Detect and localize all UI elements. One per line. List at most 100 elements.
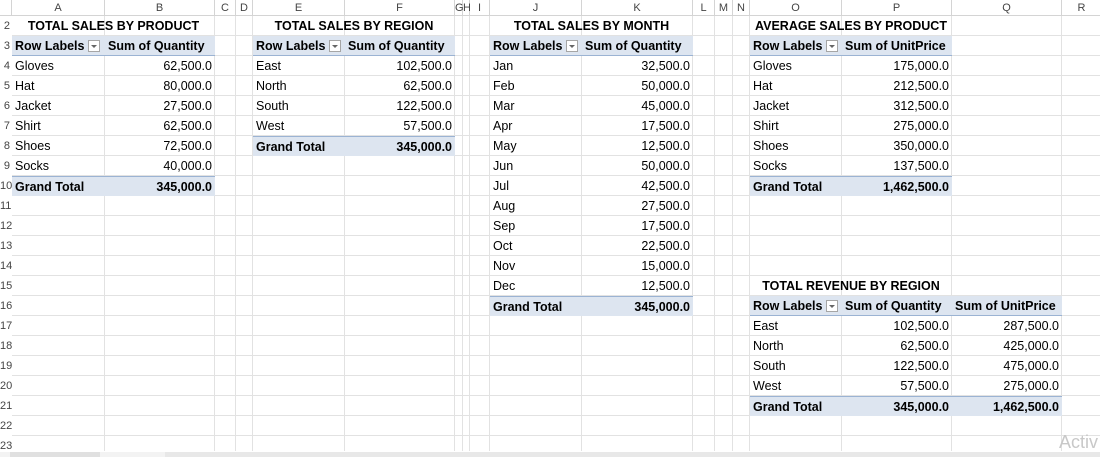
column-header-r[interactable]: R <box>1062 0 1100 16</box>
quantity-cell[interactable]: 122,500.0 <box>893 359 949 373</box>
value-cell[interactable]: 62,500.0 <box>163 119 212 133</box>
grand-total-quantity[interactable]: 345,000.0 <box>842 396 952 416</box>
row-header[interactable]: 5 <box>3 80 10 92</box>
row-header[interactable]: 17 <box>0 320 12 332</box>
value-cell[interactable]: 275,000.0 <box>893 119 949 133</box>
row-header[interactable]: 11 <box>0 200 12 212</box>
grand-total-value[interactable]: 345,000.0 <box>105 176 215 196</box>
value-cell[interactable]: 312,500.0 <box>893 99 949 113</box>
value-cell[interactable]: 45,000.0 <box>641 99 690 113</box>
grand-total-value[interactable]: 1,462,500.0 <box>842 176 952 196</box>
row-header[interactable]: 21 <box>0 400 12 412</box>
grand-total-unitprice[interactable]: 1,462,500.0 <box>952 396 1062 416</box>
row-label-cell[interactable]: Gloves <box>753 59 792 73</box>
grand-total-value[interactable]: 345,000.0 <box>582 296 693 316</box>
grand-total-value[interactable]: 345,000.0 <box>345 136 455 156</box>
column-header-j[interactable]: J <box>490 0 582 16</box>
value-cell[interactable]: 50,000.0 <box>641 79 690 93</box>
scrollbar-thumb[interactable] <box>165 452 1100 457</box>
value-cell[interactable]: 27,500.0 <box>641 199 690 213</box>
value-cell[interactable]: 80,000.0 <box>163 79 212 93</box>
value-cell[interactable]: 175,000.0 <box>893 59 949 73</box>
value-cell[interactable]: 57,500.0 <box>403 119 452 133</box>
row-label-cell[interactable]: East <box>256 59 282 73</box>
value-cell[interactable]: 40,000.0 <box>163 159 212 173</box>
column-header-k[interactable]: K <box>582 0 693 16</box>
row-header[interactable]: 12 <box>0 220 12 232</box>
column-header-b[interactable]: B <box>105 0 215 16</box>
row-label-cell[interactable]: South <box>256 99 289 113</box>
row-header[interactable]: 14 <box>0 260 12 272</box>
row-label-cell[interactable]: Jacket <box>15 99 52 113</box>
value-cell[interactable]: 137,500.0 <box>893 159 949 173</box>
value-cell[interactable]: 102,500.0 <box>396 59 452 73</box>
filter-dropdown-icon[interactable] <box>826 300 839 312</box>
column-header-i[interactable]: I <box>470 0 490 16</box>
value-cell[interactable]: 17,500.0 <box>641 119 690 133</box>
column-header-e[interactable]: E <box>253 0 345 16</box>
column-header-n[interactable]: N <box>733 0 750 16</box>
grand-total-label[interactable]: Grand Total <box>490 296 582 316</box>
row-label-cell[interactable]: Socks <box>753 159 788 173</box>
row-label-cell[interactable]: East <box>753 319 779 333</box>
row-label-cell[interactable]: Apr <box>493 119 513 133</box>
value-cell[interactable]: 17,500.0 <box>641 219 690 233</box>
row-header[interactable]: 13 <box>0 240 12 252</box>
value-cell[interactable]: 62,500.0 <box>163 59 212 73</box>
row-header[interactable]: 8 <box>3 140 10 152</box>
row-label-cell[interactable]: North <box>256 79 287 93</box>
value-cell[interactable]: 12,500.0 <box>641 279 690 293</box>
row-label-cell[interactable]: Shoes <box>15 139 51 153</box>
row-header[interactable]: 18 <box>0 340 12 352</box>
unitprice-cell[interactable]: 275,000.0 <box>1003 379 1059 393</box>
unitprice-cell[interactable]: 287,500.0 <box>1003 319 1059 333</box>
row-header[interactable]: 4 <box>3 60 10 72</box>
value-cell[interactable]: 50,000.0 <box>641 159 690 173</box>
row-label-cell[interactable]: Oct <box>493 239 513 253</box>
filter-dropdown-icon[interactable] <box>329 40 342 52</box>
value-cell[interactable]: 212,500.0 <box>893 79 949 93</box>
row-label-cell[interactable]: Feb <box>493 79 515 93</box>
quantity-cell[interactable]: 62,500.0 <box>900 339 949 353</box>
row-label-cell[interactable]: Gloves <box>15 59 54 73</box>
column-header-g[interactable]: G <box>455 0 464 16</box>
row-header[interactable]: 6 <box>3 100 10 112</box>
column-header-l[interactable]: L <box>693 0 715 16</box>
row-label-cell[interactable]: Jan <box>493 59 514 73</box>
row-header[interactable]: 3 <box>3 40 10 52</box>
row-header[interactable]: 7 <box>3 120 10 132</box>
sheet-tab-strip[interactable] <box>10 452 100 457</box>
column-header-h[interactable]: H <box>463 0 471 16</box>
row-label-cell[interactable]: Socks <box>15 159 50 173</box>
value-cell[interactable]: 350,000.0 <box>893 139 949 153</box>
value-cell[interactable]: 42,500.0 <box>641 179 690 193</box>
row-label-cell[interactable]: South <box>753 359 786 373</box>
row-label-cell[interactable]: Nov <box>493 259 516 273</box>
grand-total-label[interactable]: Grand Total <box>12 176 105 196</box>
row-header[interactable]: 16 <box>0 300 12 312</box>
horizontal-scrollbar[interactable] <box>0 452 1100 457</box>
column-header-c[interactable]: C <box>215 0 236 16</box>
row-header[interactable]: 22 <box>0 420 12 432</box>
value-cell[interactable]: 72,500.0 <box>163 139 212 153</box>
row-label-cell[interactable]: Dec <box>493 279 516 293</box>
row-label-cell[interactable]: West <box>753 379 782 393</box>
row-label-cell[interactable]: Hat <box>753 79 773 93</box>
row-label-cell[interactable]: Shirt <box>753 119 779 133</box>
row-label-cell[interactable]: Jul <box>493 179 509 193</box>
row-label-cell[interactable]: Shirt <box>15 119 41 133</box>
grand-total-label[interactable]: Grand Total <box>750 176 842 196</box>
row-header[interactable]: 19 <box>0 360 12 372</box>
unitprice-cell[interactable]: 425,000.0 <box>1003 339 1059 353</box>
row-header[interactable]: 10 <box>0 180 12 192</box>
row-label-cell[interactable]: Jacket <box>753 99 790 113</box>
value-cell[interactable]: 12,500.0 <box>641 139 690 153</box>
column-header-f[interactable]: F <box>345 0 455 16</box>
grand-total-label[interactable]: Grand Total <box>750 396 842 416</box>
grand-total-label[interactable]: Grand Total <box>253 136 345 156</box>
quantity-cell[interactable]: 102,500.0 <box>893 319 949 333</box>
row-header[interactable]: 20 <box>0 380 12 392</box>
row-label-cell[interactable]: Sep <box>493 219 516 233</box>
value-cell[interactable]: 62,500.0 <box>403 79 452 93</box>
